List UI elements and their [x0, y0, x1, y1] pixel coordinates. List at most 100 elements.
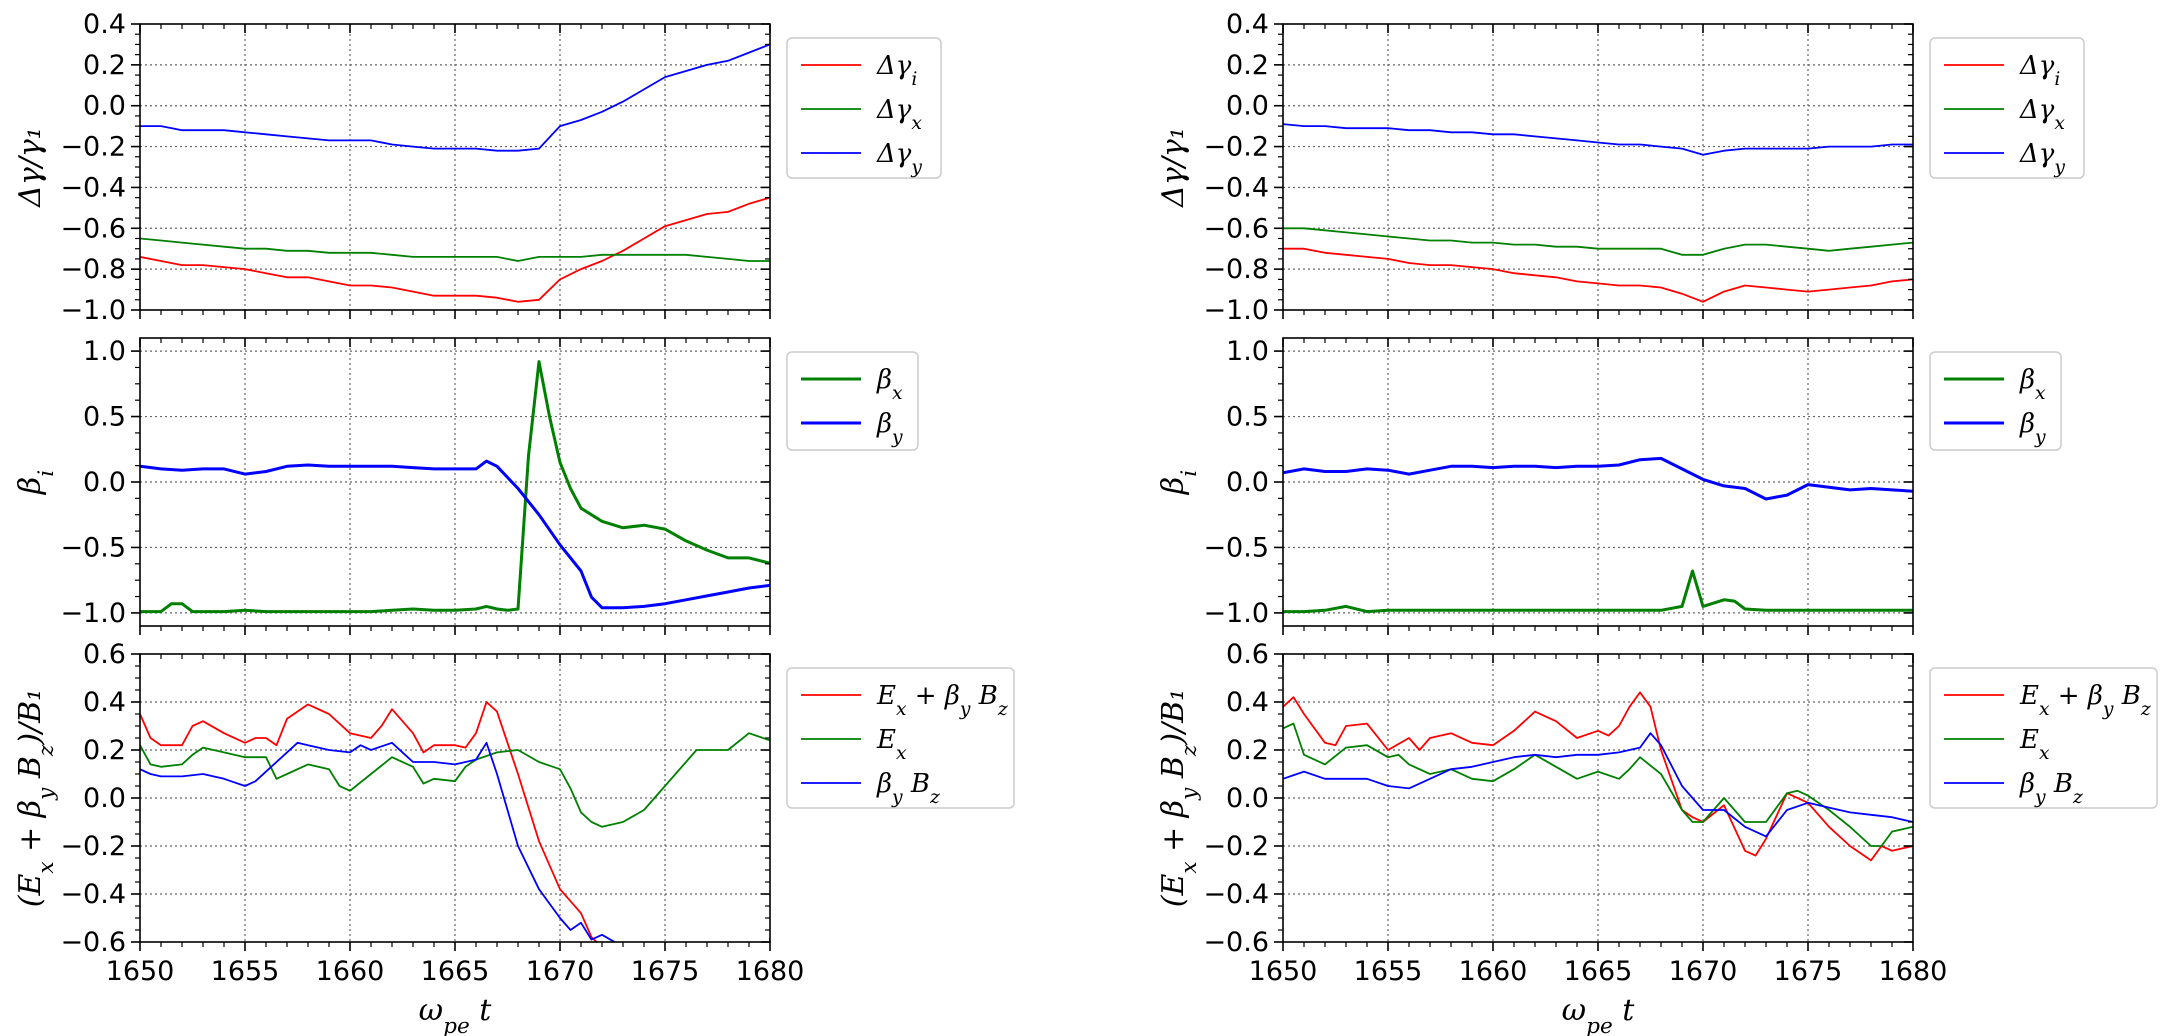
series-line-2 [1283, 123, 1913, 156]
series-line-1 [1283, 456, 1913, 501]
series-line-2 [1283, 732, 1913, 838]
y-tick-label: −0.5 [1203, 532, 1269, 563]
x-tick-label: 1650 [1249, 956, 1318, 987]
series-line-1 [140, 237, 770, 262]
y-tick-label: 0.2 [83, 50, 126, 81]
x-tick-label: 1655 [1354, 956, 1423, 987]
x-tick-label: 1680 [1879, 956, 1948, 987]
legend-entry: βx [876, 365, 903, 404]
y-tick-label: 0.6 [1226, 639, 1269, 670]
y-tick-label: 0.2 [1226, 50, 1269, 81]
y-tick-label: 0.4 [83, 9, 126, 40]
y-tick-label: −0.2 [1203, 132, 1269, 163]
legend-entry: Ex + βy Bz [876, 681, 1008, 720]
y-tick-label: −1.0 [1203, 295, 1269, 326]
series-line-1 [1283, 722, 1913, 847]
series-line-2 [140, 43, 770, 152]
plot-frame [1282, 23, 1914, 311]
y-tick-label: 0.4 [83, 687, 126, 718]
legend: Δγi Δγx Δγy [786, 37, 942, 179]
y-axis-label: Δγ/γ₁ [13, 127, 48, 208]
y-tick-label: −0.2 [60, 132, 126, 163]
legend-entry: Ex + βy Bz [2019, 681, 2151, 720]
legend: Ex + βy Bz Ex βy Bz [786, 667, 1015, 809]
series-line-0 [1283, 569, 1913, 614]
legend: βx βy [1929, 351, 2062, 451]
x-tick-label: 1680 [736, 956, 805, 987]
y-tick-label: 1.0 [83, 336, 126, 367]
y-axis-label: βi [13, 470, 59, 495]
legend-entry: Δγx [876, 95, 922, 134]
y-tick-label: −0.6 [1203, 927, 1269, 958]
panel-left-middle: −1.0 −0.5 0.0 0.5 1.0 βi βx βy [13, 336, 919, 635]
y-tick-label: −0.6 [1203, 213, 1269, 244]
series-line-0 [1283, 691, 1913, 862]
x-tick-label: 1660 [1459, 956, 1528, 987]
y-tick-label: −0.4 [1203, 172, 1269, 203]
x-tick-label: 1655 [211, 956, 280, 987]
x-axis-label: ωpe t [419, 993, 493, 1036]
y-tick-label: 0.0 [83, 783, 126, 814]
x-axis-label: ωpe t [1562, 993, 1636, 1036]
x-tick-label: 1650 [106, 956, 175, 987]
y-tick-label: −0.6 [60, 927, 126, 958]
legend-entry: Ex [2019, 725, 2050, 764]
x-tick-label: 1670 [1669, 956, 1738, 987]
panel-right-bottom: −0.6 −0.4 −0.2 0.0 0.2 0.4 0.6 1650 1655 1660 1665… [1156, 639, 2158, 1036]
y-tick-label: 0.0 [1226, 91, 1269, 122]
y-tick-label: 0.6 [83, 639, 126, 670]
legend-entry: Δγi [876, 51, 917, 90]
panel-left-bottom: −0.6 −0.4 −0.2 0.0 0.2 0.4 0.6 1650 1655 1660 1665… [13, 639, 1015, 1036]
legend: Δγi Δγx Δγy [1929, 37, 2085, 179]
y-axis-label: βi [1156, 470, 1202, 495]
y-tick-label: −0.2 [1203, 831, 1269, 862]
y-axis-label: (Ex + βy Bz)/B₁ [1156, 689, 1202, 907]
y-tick-label: 0.2 [83, 735, 126, 766]
panel-right-top: −1.0 −0.8 −0.6 −0.4 −0.2 0.0 0.2 0.4 Δγ/γ₁ Δγi Δγx… [1156, 9, 2085, 326]
y-tick-label: −0.8 [60, 254, 126, 285]
y-tick-label: −0.6 [60, 213, 126, 244]
y-tick-label: 0.5 [83, 402, 126, 433]
legend-entry: βy [2019, 409, 2046, 448]
x-tick-label: 1665 [1564, 956, 1633, 987]
legend-entry: βy [876, 409, 903, 448]
legend: Ex + βy Bz Ex βy Bz [1929, 667, 2158, 809]
x-tick-label: 1670 [526, 956, 595, 987]
legend-frame [1929, 351, 2062, 451]
legend-entry: βy Bz [2019, 769, 2083, 808]
legend-entry: Ex [876, 725, 907, 764]
legend-entry: Δγx [2019, 95, 2065, 134]
y-tick-label: 0.0 [83, 91, 126, 122]
series-line-1 [1283, 227, 1913, 256]
legend-entry: Δγy [876, 139, 922, 178]
y-tick-label: 0.4 [1226, 9, 1269, 40]
series-line-0 [1283, 247, 1913, 303]
series-line-1 [140, 459, 770, 610]
y-tick-label: 0.4 [1226, 687, 1269, 718]
y-tick-label: −0.8 [1203, 254, 1269, 285]
legend-frame [1929, 37, 2085, 179]
y-axis-label: Δγ/γ₁ [1156, 127, 1191, 208]
panel-right-middle: −1.0 −0.5 0.0 0.5 1.0 βi βx βy [1156, 336, 2062, 635]
y-tick-label: 0.2 [1226, 735, 1269, 766]
y-tick-label: −1.0 [60, 295, 126, 326]
y-tick-label: 1.0 [1226, 336, 1269, 367]
y-tick-label: −1.0 [1203, 598, 1269, 629]
y-tick-label: 0.0 [1226, 467, 1269, 498]
legend-frame [1929, 667, 2158, 809]
legend-frame [786, 351, 919, 451]
x-tick-label: 1675 [1774, 956, 1843, 987]
y-tick-label: −0.4 [1203, 879, 1269, 910]
x-tick-label: 1675 [631, 956, 700, 987]
y-tick-label: −0.2 [60, 831, 126, 862]
y-tick-label: −1.0 [60, 598, 126, 629]
y-tick-label: −0.4 [60, 879, 126, 910]
y-tick-label: −0.5 [60, 532, 126, 563]
legend-entry: βy Bz [876, 769, 940, 808]
legend-entry: βx [2019, 365, 2046, 404]
legend-entry: Δγi [2019, 51, 2060, 90]
x-tick-label: 1660 [316, 956, 385, 987]
legend-entry: Δγy [2019, 139, 2065, 178]
legend: βx βy [786, 351, 919, 451]
